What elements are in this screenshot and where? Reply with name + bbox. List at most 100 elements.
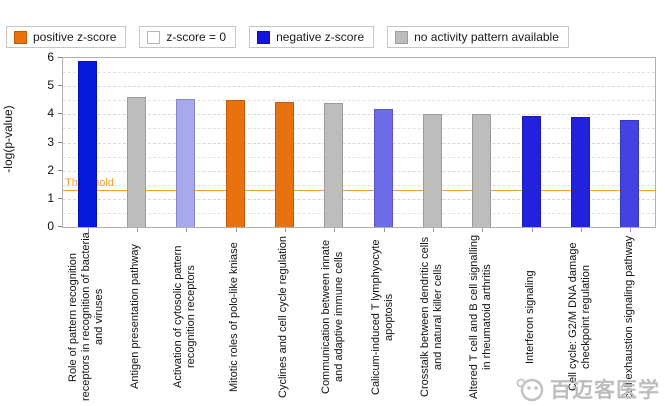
- bar-column: [211, 58, 260, 232]
- x-label-4: Cyclines and cell cycle regulation: [277, 235, 290, 399]
- y-tick-label: 6: [47, 50, 54, 64]
- x-tick-mark: [136, 228, 138, 232]
- gridline: [63, 114, 655, 116]
- bar-10: [570, 117, 590, 227]
- x-tick-mark: [531, 228, 533, 232]
- bar-9: [521, 115, 541, 227]
- y-tick-mark: [58, 57, 62, 58]
- bar-1: [126, 97, 146, 227]
- y-tick-label: 4: [47, 106, 54, 121]
- y-tick-mark: [58, 169, 62, 171]
- x-label-0: Role of pattern recognition receptors in…: [67, 232, 106, 402]
- bar-column: [359, 58, 408, 232]
- gridline: [63, 170, 655, 172]
- x-label-column: Interferon signaling: [506, 231, 555, 403]
- bar-6: [373, 108, 393, 227]
- y-tick-mark: [58, 141, 62, 143]
- x-label-column: Cell cycle: G2/M DNA damage checkpoint r…: [555, 231, 604, 403]
- x-label-column: Cyclines and cell cycle regulation: [259, 231, 308, 403]
- y-tick-label: 5: [47, 78, 54, 93]
- x-label-6: Calicum-induced T lymphyocyte apoptosis: [369, 239, 395, 395]
- gridline: [63, 212, 655, 214]
- x-label-8: Altered T cell and B cell signalling in …: [468, 234, 494, 400]
- legend-label: negative z-score: [276, 30, 365, 44]
- bar-5: [324, 103, 344, 227]
- x-label-10: Cell cycle: G2/M DNA damage checkpoint r…: [566, 242, 592, 392]
- legend-item-3[interactable]: no activity pattern available: [387, 26, 569, 48]
- bar-column: [162, 58, 211, 232]
- x-axis-labels: Role of pattern recognition receptors in…: [62, 231, 654, 403]
- legend-label: positive z-score: [33, 30, 117, 44]
- bar-column: [63, 58, 112, 232]
- bar-column: [112, 58, 161, 232]
- x-label-column: Crosstalk between dendritic cells and na…: [407, 231, 456, 403]
- plot-area: Threshold: [62, 57, 656, 232]
- y-tick-label: 2: [47, 162, 54, 177]
- x-label-9: Interferon signaling: [524, 270, 537, 364]
- x-label-column: Calicum-induced T lymphyocyte apoptosis: [358, 231, 407, 403]
- legend-label: no activity pattern available: [414, 30, 559, 44]
- x-label-3: Mitotic roles of polo-like kniase: [228, 242, 241, 392]
- y-tick-label: 1: [47, 190, 54, 205]
- y-tick-label: 0: [47, 219, 54, 233]
- bar-4: [274, 101, 294, 227]
- bar-0: [77, 60, 97, 227]
- x-label-column: cell exhaustion signaling pathway: [605, 231, 654, 403]
- bar-column: [606, 58, 655, 232]
- x-label-5: Communication between innate and adaptiv…: [320, 239, 346, 395]
- x-label-column: Mitotic roles of polo-like kniase: [210, 231, 259, 403]
- x-label-column: Role of pattern recognition receptors in…: [62, 231, 111, 403]
- x-label-1: Antigen presentation pathway: [129, 244, 142, 390]
- x-tick-mark: [482, 228, 484, 232]
- x-label-11: cell exhaustion signaling pathway: [622, 235, 635, 399]
- x-tick-mark: [432, 228, 434, 232]
- x-tick-mark: [284, 228, 286, 232]
- gridline: [63, 86, 655, 88]
- bar-column: [408, 58, 457, 232]
- gridline: [63, 156, 655, 158]
- x-label-7: Crosstalk between dendritic cells and na…: [418, 236, 444, 398]
- y-tick-mark: [58, 226, 62, 227]
- bar-7: [422, 114, 442, 227]
- gridline: [63, 184, 655, 186]
- x-tick-mark: [186, 228, 188, 232]
- x-label-column: Communication between innate and adaptiv…: [309, 231, 358, 403]
- gridline: [63, 72, 655, 74]
- legend: positive z-score z-score = 0 negative z-sc…: [6, 26, 569, 48]
- bar-column: [507, 58, 556, 232]
- x-label-2: Activation of cytosolic pattern recognit…: [172, 245, 198, 389]
- gridline: [63, 142, 655, 144]
- y-tick-mark: [58, 85, 62, 87]
- threshold-line: [63, 190, 655, 192]
- x-tick-mark: [580, 228, 582, 232]
- x-tick-mark: [87, 228, 89, 232]
- legend-label: z-score = 0: [166, 30, 227, 44]
- legend-item-0[interactable]: positive z-score: [6, 26, 127, 48]
- gridline: [63, 198, 655, 200]
- y-tick-mark: [58, 197, 62, 199]
- x-tick-mark: [334, 228, 336, 232]
- legend-item-1[interactable]: z-score = 0: [139, 26, 237, 48]
- gridline: [63, 128, 655, 130]
- bar-8: [472, 114, 492, 227]
- bar-11: [620, 119, 640, 227]
- x-tick-mark: [383, 228, 385, 232]
- y-tick-label: 3: [47, 134, 54, 149]
- legend-swatch-icon: [14, 30, 27, 44]
- bars-container: [63, 58, 655, 232]
- bar-column: [260, 58, 309, 232]
- bar-column: [458, 58, 507, 232]
- legend-swatch-icon: [395, 30, 409, 44]
- legend-item-2[interactable]: negative z-score: [249, 26, 375, 48]
- x-label-column: Altered T cell and B cell signalling in …: [457, 231, 506, 403]
- y-axis-label: -log(p-value): [1, 105, 15, 173]
- x-tick-mark: [630, 228, 632, 232]
- gridline: [63, 100, 655, 102]
- bar-column: [310, 58, 359, 232]
- legend-swatch-icon: [257, 30, 271, 44]
- bar-2: [176, 98, 196, 227]
- x-label-column: Antigen presentation pathway: [111, 231, 160, 403]
- bar-column: [556, 58, 605, 232]
- x-tick-mark: [235, 228, 237, 232]
